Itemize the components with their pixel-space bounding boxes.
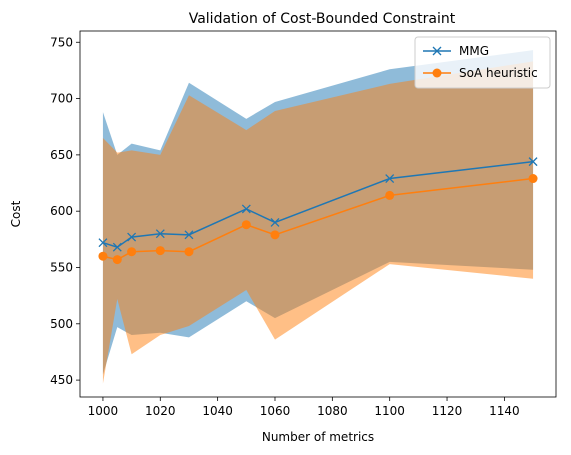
legend-label: MMG bbox=[459, 44, 489, 58]
y-axis: 450 500 550 600 650 700 750 bbox=[50, 35, 80, 387]
y-tick-label: 450 bbox=[50, 373, 73, 387]
data-point-marker-x bbox=[98, 238, 108, 248]
x-axis: 1000 1020 1040 1060 1080 1100 1120 1140 bbox=[88, 397, 520, 418]
y-tick-label: 550 bbox=[50, 260, 73, 274]
legend: MMG SoA heuristic bbox=[414, 36, 551, 89]
y-tick-label: 700 bbox=[50, 92, 73, 106]
data-point-marker-x bbox=[241, 204, 251, 214]
y-tick-label: 600 bbox=[50, 204, 73, 218]
marker-stroke bbox=[127, 232, 137, 242]
x-tick-label: 1120 bbox=[432, 404, 463, 418]
data-point-marker-x bbox=[184, 230, 194, 240]
marker-stroke bbox=[155, 229, 165, 239]
bands-layer bbox=[102, 50, 534, 384]
marker-stroke bbox=[184, 230, 194, 240]
data-point-marker-o bbox=[385, 190, 395, 200]
y-tick-label: 500 bbox=[50, 317, 73, 331]
x-tick-label: 1020 bbox=[145, 404, 176, 418]
legend-marker-o bbox=[432, 68, 442, 78]
plot-frame bbox=[79, 30, 557, 398]
x-tick-label: 1040 bbox=[202, 404, 233, 418]
data-point-marker-o bbox=[528, 174, 538, 184]
data-point-marker-x bbox=[112, 242, 122, 252]
x-axis-label: Number of metrics bbox=[262, 430, 374, 444]
data-point-marker-x bbox=[270, 217, 280, 227]
x-tick-label: 1000 bbox=[88, 404, 119, 418]
lines-layer bbox=[98, 157, 538, 265]
marker-stroke bbox=[241, 204, 251, 214]
data-point-marker-o bbox=[112, 255, 122, 265]
marker-stroke bbox=[112, 242, 122, 252]
marker-stroke bbox=[270, 217, 280, 227]
data-point-marker-o bbox=[98, 251, 108, 261]
data-point-marker-o bbox=[155, 246, 165, 256]
data-point-marker-x bbox=[155, 229, 165, 239]
legend-box bbox=[414, 36, 551, 89]
legend-label: SoA heuristic bbox=[459, 66, 538, 80]
x-tick-label: 1140 bbox=[489, 404, 520, 418]
data-point-marker-o bbox=[241, 220, 251, 230]
legend-marker-x bbox=[432, 46, 442, 56]
data-point-marker-o bbox=[270, 230, 280, 240]
y-axis-label: Cost bbox=[9, 200, 23, 227]
y-tick-label: 650 bbox=[50, 148, 73, 162]
marker-stroke bbox=[528, 157, 538, 167]
x-tick-label: 1080 bbox=[317, 404, 348, 418]
data-point-marker-x bbox=[528, 157, 538, 167]
y-tick-label: 750 bbox=[50, 35, 73, 49]
chart-title: Validation of Cost-Bounded Constraint bbox=[189, 11, 456, 27]
data-point-marker-x bbox=[127, 232, 137, 242]
series-band-1 bbox=[102, 61, 534, 384]
x-tick-label: 1100 bbox=[374, 404, 405, 418]
data-point-marker-o bbox=[184, 247, 194, 257]
x-tick-label: 1060 bbox=[260, 404, 291, 418]
marker-stroke bbox=[385, 174, 395, 183]
marker-stroke bbox=[98, 238, 108, 248]
data-point-marker-x bbox=[385, 174, 395, 183]
data-point-marker-o bbox=[127, 247, 137, 257]
